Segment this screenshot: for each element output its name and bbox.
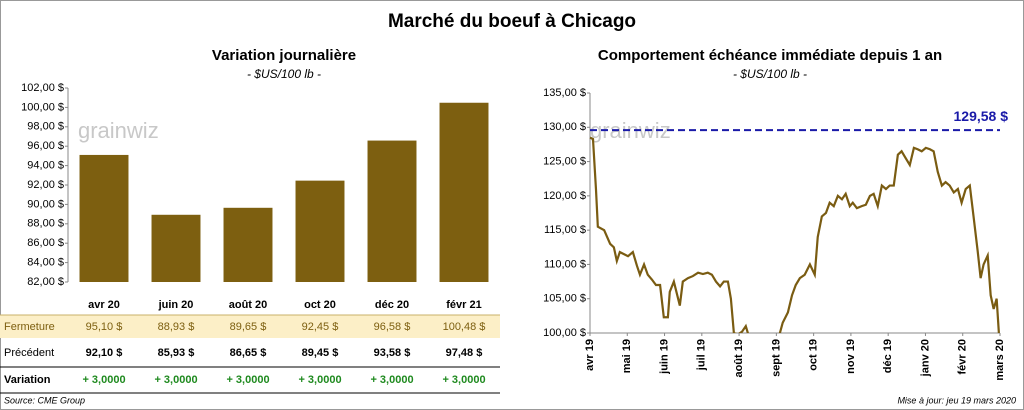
y-tick-label: 125,00 $ bbox=[543, 155, 586, 167]
x-tick-label: avr 19 bbox=[584, 339, 596, 371]
chart-subtitle: - $US/100 lb - bbox=[733, 67, 807, 81]
x-tick-label: déc 20 bbox=[375, 299, 409, 311]
data-label: 88,93 $ bbox=[158, 321, 195, 333]
y-tick-label: 100,00 $ bbox=[21, 101, 64, 113]
y-tick-label: 82,00 $ bbox=[27, 276, 64, 288]
table-cell: + 3,0000 bbox=[442, 374, 485, 386]
data-label: 92,45 $ bbox=[302, 321, 339, 333]
table-cell: 85,93 $ bbox=[158, 347, 195, 359]
y-tick-label: 105,00 $ bbox=[543, 293, 586, 305]
x-tick-label: août 20 bbox=[229, 299, 268, 311]
table-cell: + 3,0000 bbox=[154, 374, 197, 386]
y-tick-label: 120,00 $ bbox=[543, 190, 586, 202]
x-tick-label: août 19 bbox=[733, 339, 745, 378]
x-tick-label: oct 19 bbox=[808, 339, 820, 371]
y-tick-label: 84,00 $ bbox=[27, 257, 64, 269]
x-tick-label: févr 20 bbox=[957, 339, 969, 374]
bar bbox=[295, 180, 345, 282]
y-tick-label: 96,00 $ bbox=[27, 140, 64, 152]
plot-area bbox=[589, 136, 1000, 333]
table-cell: + 3,0000 bbox=[370, 374, 413, 386]
x-tick-label: janv 20 bbox=[919, 339, 931, 377]
y-tick-label: 92,00 $ bbox=[27, 179, 64, 191]
chart-title: Comportement échéance immédiate depuis 1… bbox=[598, 47, 942, 64]
page-title: Marché du boeuf à Chicago bbox=[388, 11, 636, 32]
x-tick-label: sept 19 bbox=[770, 339, 782, 377]
data-label: 100,48 $ bbox=[443, 321, 486, 333]
table-cell: 93,58 $ bbox=[374, 347, 411, 359]
table-cell: + 3,0000 bbox=[226, 374, 269, 386]
y-tick-label: 102,00 $ bbox=[21, 82, 64, 94]
y-tick-label: 88,00 $ bbox=[27, 218, 64, 230]
watermark: grainwiz bbox=[78, 118, 159, 143]
table-cell: 89,45 $ bbox=[302, 347, 339, 359]
line bbox=[589, 136, 1000, 333]
row-highlight bbox=[0, 315, 500, 338]
table-cell: 97,48 $ bbox=[446, 347, 483, 359]
row-label: Précédent bbox=[4, 347, 54, 359]
x-tick-label: oct 20 bbox=[304, 299, 336, 311]
row-label: Variation bbox=[4, 374, 51, 386]
x-tick-label: déc 19 bbox=[882, 339, 894, 373]
table-cell: + 3,0000 bbox=[82, 374, 125, 386]
y-tick-label: 110,00 $ bbox=[544, 258, 586, 270]
x-tick-label: mai 19 bbox=[621, 339, 633, 373]
data-label: 95,10 $ bbox=[86, 321, 123, 333]
bar bbox=[151, 214, 201, 282]
x-tick-label: mars 20 bbox=[994, 339, 1006, 381]
x-tick-label: avr 20 bbox=[88, 299, 120, 311]
x-tick-label: juin 20 bbox=[158, 299, 194, 311]
y-tick-label: 90,00 $ bbox=[27, 198, 64, 210]
data-label: 96,58 $ bbox=[374, 321, 411, 333]
table-cell: 92,10 $ bbox=[86, 347, 123, 359]
chart-title: Variation journalière bbox=[212, 47, 356, 64]
y-tick-label: 115,00 $ bbox=[544, 224, 586, 236]
source: Source: CME Group bbox=[4, 395, 85, 405]
y-tick-label: 86,00 $ bbox=[27, 237, 64, 249]
x-tick-label: févr 21 bbox=[446, 299, 481, 311]
bar bbox=[439, 102, 489, 282]
y-tick-label: 130,00 $ bbox=[543, 121, 586, 133]
table-cell: + 3,0000 bbox=[298, 374, 341, 386]
updated: Mise à jour: jeu 19 mars 2020 bbox=[897, 395, 1016, 405]
reference-label: 129,58 $ bbox=[954, 108, 1009, 124]
x-tick-label: juin 19 bbox=[658, 339, 670, 375]
x-tick-label: nov 19 bbox=[845, 339, 857, 374]
y-tick-label: 98,00 $ bbox=[27, 121, 64, 133]
x-tick-label: juil 19 bbox=[696, 339, 708, 371]
bar bbox=[79, 154, 129, 282]
chart-subtitle: - $US/100 lb - bbox=[247, 67, 321, 81]
row-label: Fermeture bbox=[4, 321, 55, 333]
table-cell: 86,65 $ bbox=[230, 347, 267, 359]
data-label: 89,65 $ bbox=[230, 321, 267, 333]
y-tick-label: 135,00 $ bbox=[543, 87, 586, 99]
y-tick-label: 100,00 $ bbox=[543, 327, 586, 339]
bar bbox=[367, 140, 417, 282]
y-tick-label: 94,00 $ bbox=[27, 160, 64, 172]
bar bbox=[223, 207, 273, 282]
